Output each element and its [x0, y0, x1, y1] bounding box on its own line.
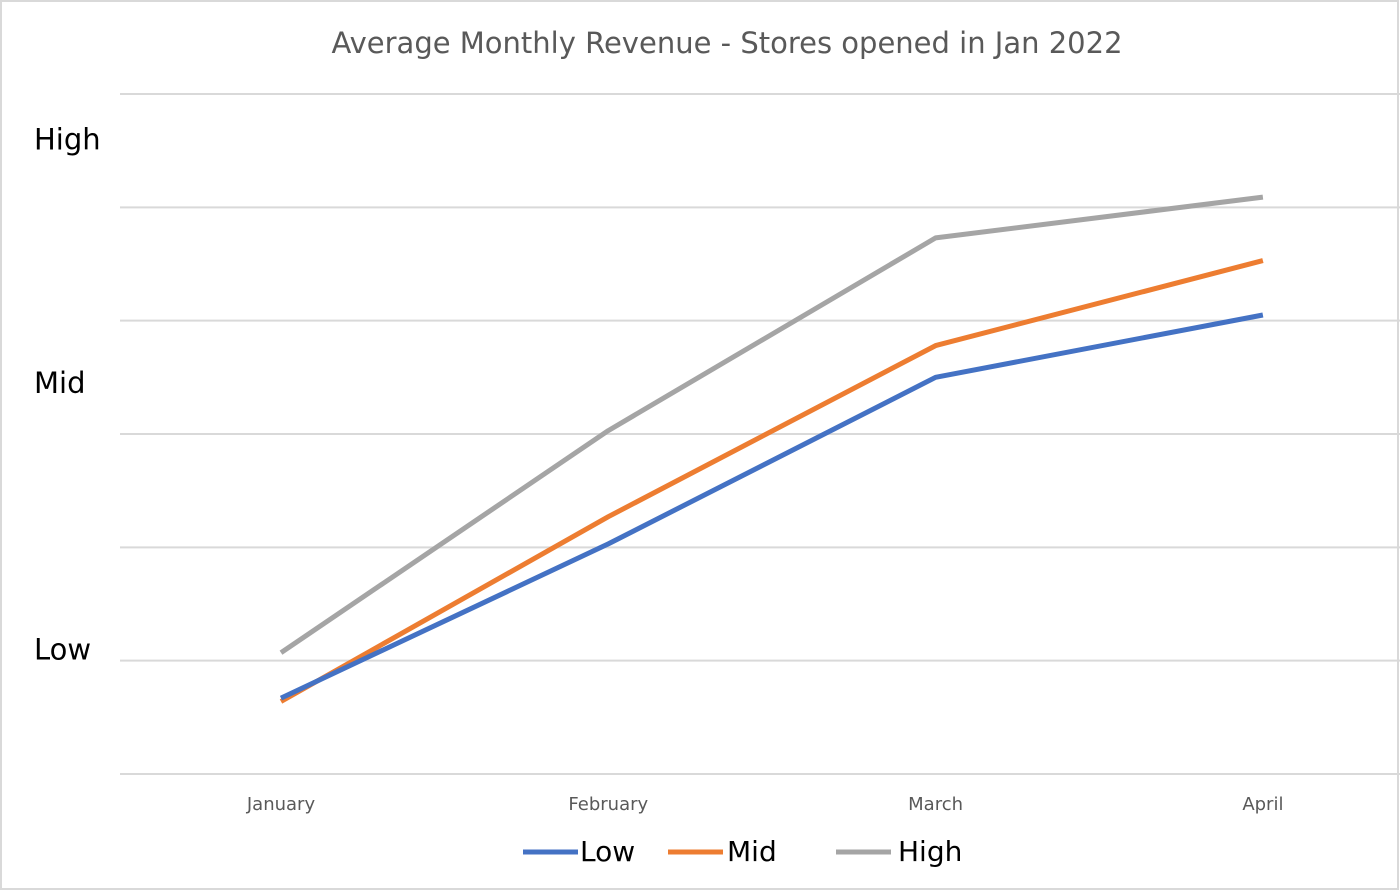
x-tick-april: April: [1242, 794, 1283, 815]
legend-label-mid: Mid: [727, 835, 777, 868]
y-label-mid: Mid: [34, 366, 86, 400]
x-axis-ticks: January February March April: [246, 794, 1284, 815]
legend-label-low: Low: [580, 835, 635, 868]
x-tick-february: February: [568, 794, 648, 815]
chart-title: Average Monthly Revenue - Stores opened …: [331, 26, 1122, 60]
legend-label-high: High: [898, 835, 962, 868]
series-line-low: [279, 312, 1264, 701]
y-label-high: High: [34, 122, 101, 156]
x-tick-january: January: [246, 794, 316, 815]
x-tick-march: March: [908, 794, 963, 815]
series-line-high: [279, 194, 1264, 655]
legend: Low Mid High: [523, 835, 962, 868]
gridlines: [120, 93, 1400, 775]
y-category-labels: High Mid Low: [34, 122, 101, 666]
series-line-mid: [279, 258, 1264, 704]
series-lines: [279, 194, 1264, 704]
y-label-low: Low: [34, 632, 91, 666]
